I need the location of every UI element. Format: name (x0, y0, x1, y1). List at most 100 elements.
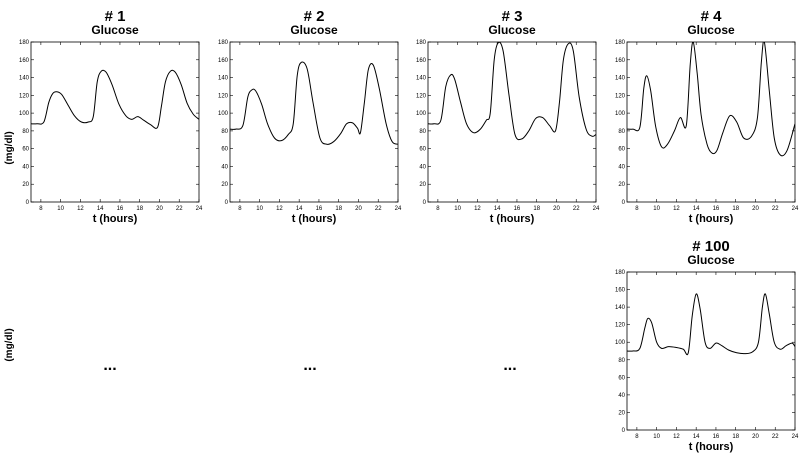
panel-subtitle: Glucose (91, 23, 139, 37)
x-tick-label: 8 (635, 434, 639, 440)
y-tick-label: 120 (416, 93, 427, 99)
x-tick-label: 8 (39, 206, 43, 212)
panel-subtitle: Glucose (290, 23, 338, 37)
x-tick-label: 16 (514, 206, 521, 212)
y-tick-label: 80 (22, 129, 29, 135)
figure-ylabel-bottom: (mg/dl) (4, 328, 15, 361)
panel-subtitle: Glucose (687, 253, 735, 267)
x-tick-label: 12 (77, 206, 84, 212)
y-tick-label: 100 (19, 111, 30, 117)
x-tick-label: 24 (593, 206, 600, 212)
y-tick-label: 120 (218, 93, 229, 99)
ellipsis-col-2: ... (303, 357, 316, 374)
x-tick-label: 14 (693, 434, 700, 440)
y-tick-label: 0 (622, 428, 626, 434)
y-tick-label: 100 (615, 340, 626, 346)
x-tick-label: 14 (693, 206, 700, 212)
x-tick-label: 22 (375, 206, 382, 212)
panel-title: # 100 (692, 238, 730, 255)
plot-frame (229, 41, 399, 203)
y-tick-label: 20 (618, 410, 625, 416)
x-tick-label: 8 (635, 206, 639, 212)
x-tick-label: 14 (97, 206, 104, 212)
y-tick-label: 0 (423, 200, 427, 206)
x-tick-label: 22 (573, 206, 580, 212)
y-tick-label: 0 (622, 200, 626, 206)
x-axis-label: t (hours) (93, 213, 138, 225)
y-tick-label: 140 (615, 305, 626, 311)
glucose-series-line (627, 293, 795, 356)
glucose-series-line (428, 42, 596, 141)
y-tick-label: 160 (19, 58, 30, 64)
y-tick-label: 0 (225, 200, 229, 206)
x-tick-label: 10 (57, 206, 64, 212)
y-tick-label: 180 (416, 40, 427, 46)
y-tick-label: 40 (221, 164, 228, 170)
y-tick-label: 20 (618, 182, 625, 188)
x-tick-label: 8 (238, 206, 242, 212)
x-tick-label: 24 (792, 206, 799, 212)
x-tick-label: 16 (117, 206, 124, 212)
glucose-series-line (627, 42, 795, 157)
y-tick-label: 100 (218, 111, 229, 117)
x-tick-label: 18 (533, 206, 540, 212)
x-axis-label: t (hours) (292, 213, 337, 225)
x-tick-label: 18 (335, 206, 342, 212)
panel-title: # 3 (502, 8, 523, 25)
y-tick-label: 40 (419, 164, 426, 170)
y-tick-label: 60 (419, 147, 426, 153)
y-tick-label: 80 (221, 129, 228, 135)
x-tick-label: 12 (673, 206, 680, 212)
y-tick-label: 100 (615, 111, 626, 117)
y-tick-label: 60 (618, 375, 625, 381)
y-tick-label: 140 (218, 76, 229, 82)
x-tick-label: 22 (772, 434, 779, 440)
x-tick-label: 20 (156, 206, 163, 212)
y-tick-label: 60 (618, 147, 625, 153)
x-tick-label: 20 (553, 206, 560, 212)
x-tick-label: 8 (436, 206, 440, 212)
x-tick-label: 20 (355, 206, 362, 212)
panel-subtitle: Glucose (687, 23, 735, 37)
plot-frame (427, 41, 597, 203)
y-tick-label: 120 (615, 93, 626, 99)
x-axis-label: t (hours) (689, 213, 734, 225)
glucose-series-line (230, 61, 398, 145)
x-tick-label: 12 (673, 434, 680, 440)
y-tick-label: 160 (615, 58, 626, 64)
x-axis-label: t (hours) (490, 213, 535, 225)
x-tick-label: 16 (316, 206, 323, 212)
y-tick-label: 60 (22, 147, 29, 153)
ellipsis-col-1: ... (103, 357, 116, 374)
y-tick-label: 80 (618, 358, 625, 364)
x-axis-label: t (hours) (689, 441, 734, 453)
x-tick-label: 10 (256, 206, 263, 212)
glucose-series-line (31, 69, 199, 129)
y-tick-label: 160 (615, 288, 626, 294)
y-tick-label: 20 (22, 182, 29, 188)
y-tick-label: 120 (19, 93, 30, 99)
y-tick-label: 40 (22, 164, 29, 170)
y-tick-label: 20 (221, 182, 228, 188)
y-tick-label: 180 (19, 40, 30, 46)
plot-frame (30, 41, 200, 203)
x-tick-label: 22 (176, 206, 183, 212)
y-tick-label: 180 (218, 40, 229, 46)
x-tick-label: 24 (395, 206, 402, 212)
x-tick-label: 24 (792, 434, 799, 440)
x-tick-label: 22 (772, 206, 779, 212)
y-tick-label: 140 (19, 76, 30, 82)
x-tick-label: 14 (296, 206, 303, 212)
x-tick-label: 10 (454, 206, 461, 212)
y-tick-label: 180 (615, 270, 626, 276)
figure-ylabel-top: (mg/dl) (4, 131, 15, 164)
y-tick-label: 140 (416, 76, 427, 82)
panel-title: # 2 (304, 8, 325, 25)
x-tick-label: 18 (732, 434, 739, 440)
y-tick-label: 80 (419, 129, 426, 135)
x-tick-label: 16 (713, 206, 720, 212)
